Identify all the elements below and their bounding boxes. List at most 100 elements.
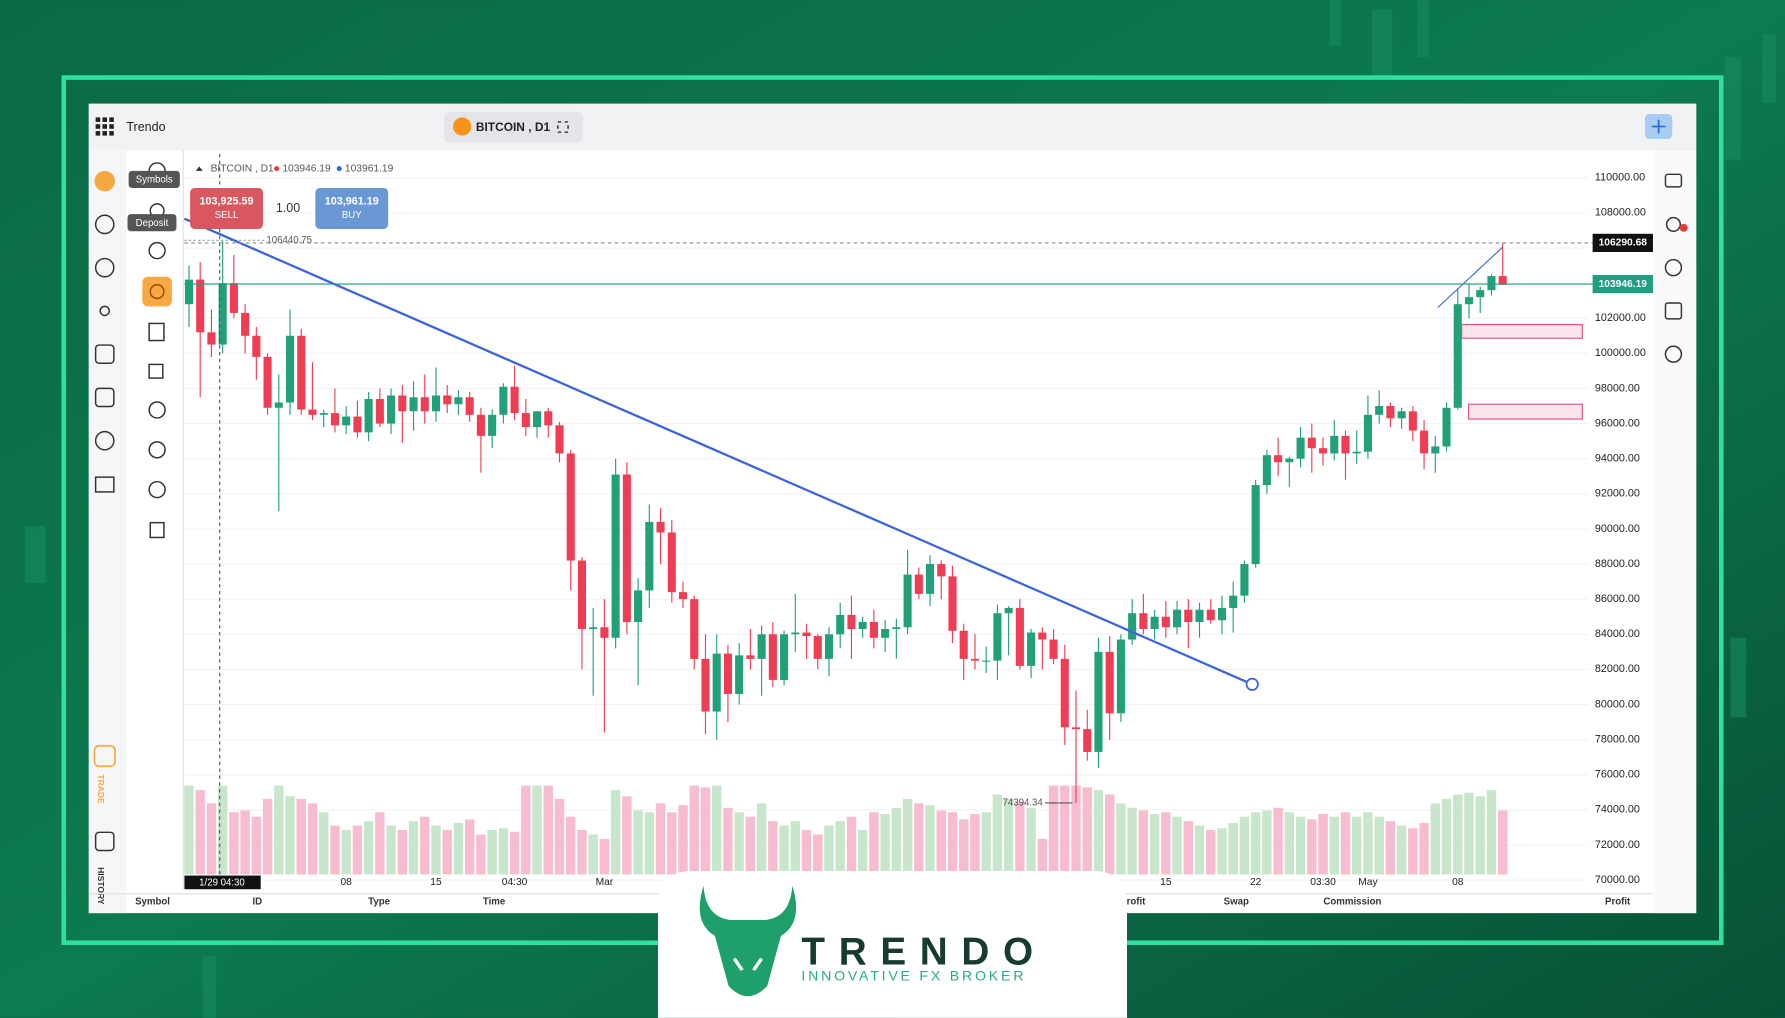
- apps-icon: [95, 117, 114, 136]
- volume-bar: [509, 831, 520, 875]
- y-tick-label: 72000.00: [1595, 839, 1640, 851]
- y-tick-label: 102000.00: [1595, 312, 1646, 324]
- tool-settings[interactable]: [148, 480, 166, 499]
- volume-bar: [240, 810, 250, 875]
- icon: [95, 124, 101, 129]
- symbol-tab[interactable]: [443, 111, 583, 143]
- calendar-button[interactable]: [94, 387, 115, 408]
- volume-bar: [1363, 812, 1373, 875]
- legend-ask: 103961.19: [345, 163, 394, 174]
- buy-button[interactable]: [315, 187, 389, 229]
- candle-body: [263, 356, 272, 408]
- symbols-button[interactable]: [94, 170, 115, 192]
- x-tick-label: May: [1358, 877, 1378, 888]
- analytics-button[interactable]: [94, 344, 115, 365]
- y-tick-label: 86000.00: [1595, 593, 1640, 605]
- candle-body: [229, 283, 238, 313]
- tool-note[interactable]: [148, 322, 165, 342]
- y-tick-label: 90000.00: [1595, 523, 1640, 535]
- legend-toggle[interactable]: [195, 166, 203, 171]
- x-tick-label: 08: [340, 877, 352, 888]
- candle-body: [1195, 609, 1204, 622]
- tool-zoom-out[interactable]: [148, 441, 166, 459]
- history-button[interactable]: [94, 430, 115, 451]
- candle-body: [1206, 609, 1215, 621]
- tool-copy[interactable]: [148, 363, 164, 379]
- candle-body: [1453, 304, 1462, 408]
- candle-body: [1341, 435, 1350, 454]
- volume-bar: [756, 803, 767, 875]
- sell-button[interactable]: [190, 187, 263, 229]
- candle-body: [274, 402, 283, 408]
- bell-icon[interactable]: [1665, 216, 1682, 232]
- last-price-box: [1592, 274, 1653, 294]
- volume-bar: [229, 812, 239, 875]
- volume-bar: [1385, 821, 1396, 875]
- volume-bar: [1250, 812, 1261, 875]
- chat-icon[interactable]: [1664, 173, 1683, 188]
- candle-body: [555, 425, 564, 454]
- volume-bar: [700, 787, 711, 875]
- volume-bar: [1206, 830, 1216, 875]
- icon: [102, 131, 108, 136]
- tool-pie[interactable]: [148, 241, 166, 260]
- volume-bar: [577, 830, 587, 875]
- volume-bar: [1464, 792, 1474, 875]
- volume-bar: [633, 810, 643, 875]
- candle-body: [1487, 276, 1496, 291]
- info-icon[interactable]: [1664, 345, 1683, 363]
- notification-dot: [1679, 223, 1688, 232]
- candle-body: [308, 409, 317, 415]
- volume-bar: [330, 825, 340, 875]
- candle-body: [420, 397, 429, 412]
- candle-body: [241, 312, 250, 336]
- lot-size[interactable]: 1.00: [276, 201, 300, 215]
- volume-bar: [476, 834, 486, 875]
- tool-delete[interactable]: [149, 521, 165, 539]
- x-tick-label: 15: [430, 877, 442, 888]
- candle-body: [892, 627, 901, 630]
- expand-icon[interactable]: [557, 121, 569, 133]
- gift-button[interactable]: [94, 476, 115, 493]
- volume-bar: [1116, 803, 1126, 875]
- volume-bar: [1026, 807, 1036, 875]
- candle-body: [285, 335, 295, 403]
- volume-bar: [723, 807, 733, 875]
- zone: [1461, 324, 1583, 339]
- signal-button[interactable]: [99, 305, 111, 317]
- candle-body: [970, 658, 979, 661]
- volume-bar: [431, 825, 441, 875]
- candle-body: [903, 574, 912, 628]
- candle-body: [1049, 639, 1058, 659]
- list-icon[interactable]: [1664, 258, 1683, 277]
- deposit-button[interactable]: [94, 214, 115, 235]
- volume-bar: [1486, 790, 1497, 875]
- candle-body: [387, 395, 396, 424]
- candle-body: [914, 574, 923, 594]
- orders-icon[interactable]: [1664, 302, 1683, 320]
- x-tick-label: 15: [1160, 877, 1172, 888]
- volume-bar: [262, 798, 273, 875]
- x-tick-label: 04:30: [502, 877, 528, 888]
- decor-candles: [25, 0, 1776, 1018]
- trade-icon[interactable]: [93, 744, 116, 768]
- volume-bar: [610, 790, 621, 875]
- candle-body: [824, 634, 834, 659]
- candle-body: [184, 279, 194, 305]
- ask-dot: [336, 166, 342, 172]
- trade-label: TRADE: [96, 774, 106, 804]
- candle-body: [1184, 609, 1193, 622]
- tool-zoom-in[interactable]: [148, 401, 166, 419]
- withdraw-button[interactable]: [94, 257, 115, 278]
- trendline-handle[interactable]: [1245, 677, 1259, 691]
- volume-bar: [1093, 790, 1104, 875]
- candle-body: [252, 335, 261, 357]
- tool-active[interactable]: [142, 276, 172, 307]
- candle-body: [488, 414, 497, 436]
- volume-bar: [1217, 828, 1227, 875]
- volume-bar: [487, 830, 497, 875]
- candle-body: [533, 411, 542, 428]
- history-icon[interactable]: [94, 831, 115, 852]
- candle-body: [791, 632, 800, 635]
